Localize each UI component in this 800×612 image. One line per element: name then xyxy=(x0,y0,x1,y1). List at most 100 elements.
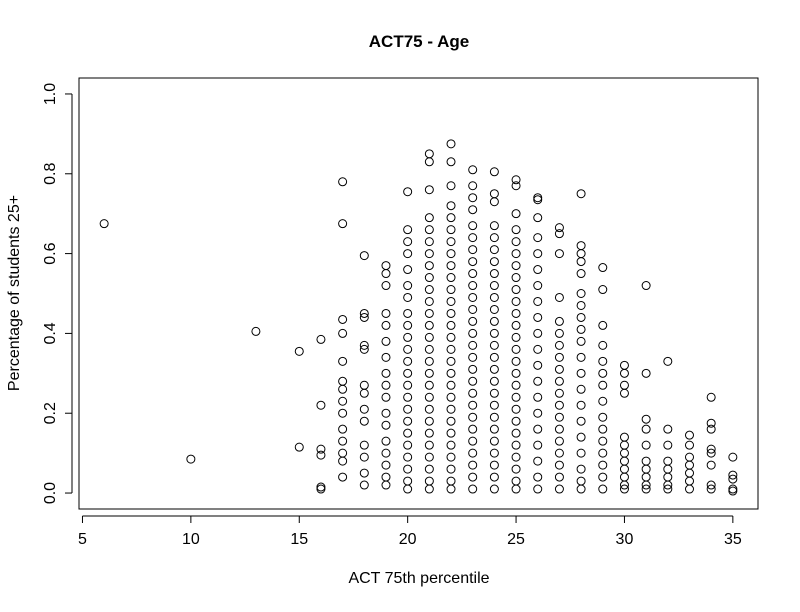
point xyxy=(533,281,543,291)
point xyxy=(403,464,413,474)
point xyxy=(424,285,434,295)
point xyxy=(338,456,348,466)
point xyxy=(554,448,564,458)
point xyxy=(576,464,586,474)
point xyxy=(576,324,586,334)
point xyxy=(424,416,434,426)
point xyxy=(186,454,196,464)
point xyxy=(489,269,499,279)
point xyxy=(706,460,716,470)
point xyxy=(511,285,521,295)
point xyxy=(489,221,499,231)
point xyxy=(424,452,434,462)
point xyxy=(446,201,456,211)
point xyxy=(294,442,304,452)
point xyxy=(403,484,413,494)
point xyxy=(489,304,499,314)
point xyxy=(424,296,434,306)
point xyxy=(554,352,564,362)
point xyxy=(403,392,413,402)
point xyxy=(576,312,586,322)
point xyxy=(533,408,543,418)
point xyxy=(533,312,543,322)
point xyxy=(598,460,608,470)
point xyxy=(533,195,543,205)
point xyxy=(554,328,564,338)
point xyxy=(424,308,434,318)
point xyxy=(446,225,456,235)
point xyxy=(468,328,478,338)
point xyxy=(316,444,326,454)
point xyxy=(598,448,608,458)
point xyxy=(706,418,716,428)
point xyxy=(381,352,391,362)
point xyxy=(489,388,499,398)
point xyxy=(511,464,521,474)
point xyxy=(533,265,543,275)
point xyxy=(641,414,651,424)
point xyxy=(554,400,564,410)
point xyxy=(359,388,369,398)
point xyxy=(576,269,586,279)
point xyxy=(468,316,478,326)
x-tick-label: 20 xyxy=(399,531,417,548)
point xyxy=(554,340,564,350)
point xyxy=(641,424,651,434)
point xyxy=(489,424,499,434)
point xyxy=(316,334,326,344)
point xyxy=(576,300,586,310)
point xyxy=(684,484,694,494)
point xyxy=(403,380,413,390)
point xyxy=(381,336,391,346)
point xyxy=(446,213,456,223)
point xyxy=(381,281,391,291)
point xyxy=(598,263,608,273)
point xyxy=(424,225,434,235)
point xyxy=(619,388,629,398)
point xyxy=(511,452,521,462)
point xyxy=(489,316,499,326)
point xyxy=(533,344,543,354)
point xyxy=(728,452,738,462)
point xyxy=(598,424,608,434)
point xyxy=(663,356,673,366)
point xyxy=(489,281,499,291)
point xyxy=(316,400,326,410)
point xyxy=(446,452,456,462)
point xyxy=(446,484,456,494)
point xyxy=(554,223,564,233)
point xyxy=(403,225,413,235)
point xyxy=(511,308,521,318)
point xyxy=(359,340,369,350)
point xyxy=(663,484,673,494)
point xyxy=(424,380,434,390)
point xyxy=(403,368,413,378)
point xyxy=(468,205,478,215)
point xyxy=(403,356,413,366)
point xyxy=(489,412,499,422)
point xyxy=(619,368,629,378)
point xyxy=(424,157,434,167)
point xyxy=(446,285,456,295)
point xyxy=(403,428,413,438)
point xyxy=(641,480,651,490)
point xyxy=(511,440,521,450)
point xyxy=(511,428,521,438)
point xyxy=(511,237,521,247)
point xyxy=(576,352,586,362)
point xyxy=(598,368,608,378)
point xyxy=(251,326,261,336)
point xyxy=(359,440,369,450)
point xyxy=(338,328,348,338)
point xyxy=(446,356,456,366)
chart-title: ACT75 - Age xyxy=(369,32,469,51)
point xyxy=(403,440,413,450)
point xyxy=(706,444,716,454)
point xyxy=(533,296,543,306)
point xyxy=(359,416,369,426)
point xyxy=(489,352,499,362)
point xyxy=(533,440,543,450)
point xyxy=(468,412,478,422)
point xyxy=(424,320,434,330)
point xyxy=(489,292,499,302)
